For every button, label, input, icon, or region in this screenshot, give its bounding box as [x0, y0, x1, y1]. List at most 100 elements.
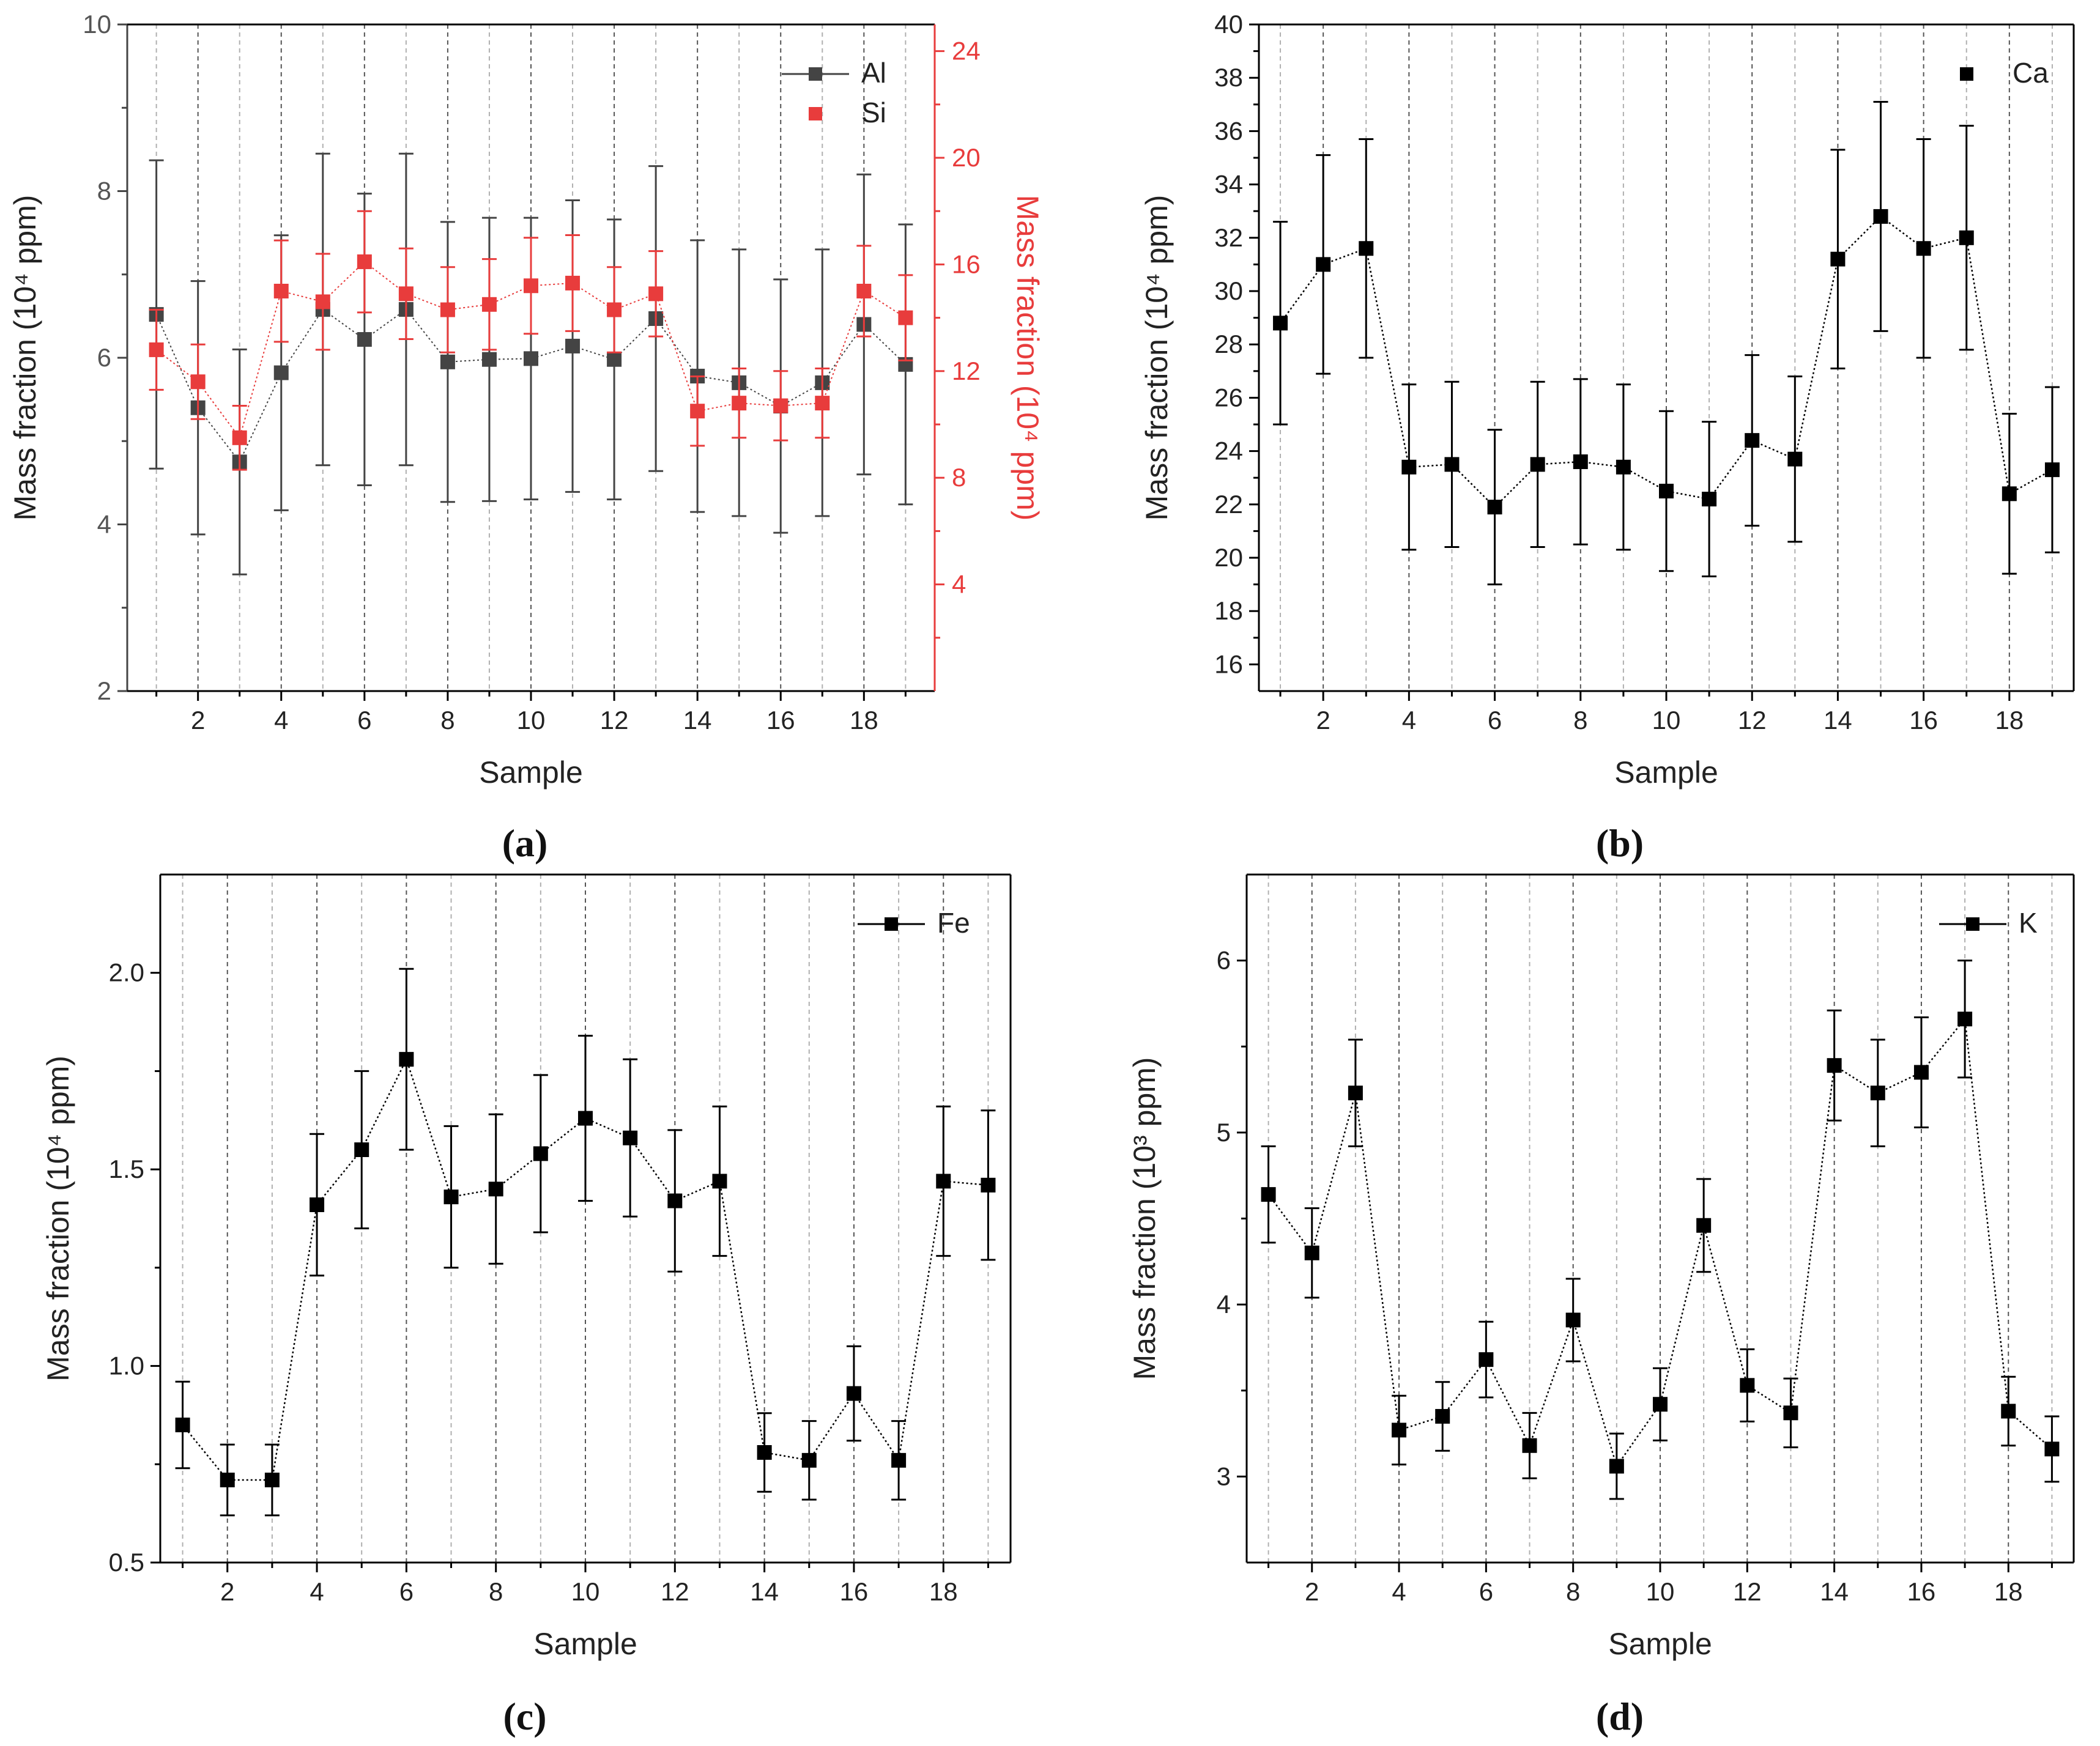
data-point [524, 351, 538, 366]
y-tick-label: 20 [1214, 543, 1243, 572]
legend-marker [1966, 917, 1979, 931]
data-point [440, 302, 455, 317]
data-point [1487, 500, 1502, 515]
data-point [898, 310, 913, 325]
x-tick-label: 16 [1907, 1577, 1936, 1606]
data-point [773, 398, 788, 413]
data-point [801, 1452, 817, 1468]
data-point [264, 1473, 280, 1487]
x-tick-label: 8 [489, 1577, 503, 1606]
x-tick-label: 18 [850, 706, 878, 734]
x-tick-label: 14 [683, 706, 712, 734]
data-point [1830, 251, 1846, 267]
x-tick-label: 14 [1824, 706, 1852, 734]
x-tick-label: 12 [600, 706, 629, 734]
data-point [757, 1445, 772, 1460]
y2-tick-label: 12 [952, 357, 981, 385]
y-tick-label: 4 [1217, 1290, 1231, 1319]
data-point [524, 278, 538, 294]
y-tick-label: 0.5 [109, 1548, 144, 1577]
chart-panel-a: 2 4 6 8 10 12 14 16 182468104812162024SampleMass… [8, 10, 1045, 865]
data-point [1616, 459, 1631, 475]
x-tick-label: 6 [1488, 706, 1502, 734]
y-axis-label: Mass fraction (10³ ppm) [1127, 1057, 1162, 1380]
x-tick-label: 2 [1305, 1577, 1319, 1606]
data-point [1573, 454, 1588, 470]
data-point [1696, 1218, 1712, 1233]
data-point [443, 1189, 459, 1205]
data-point [232, 430, 247, 445]
data-point [2044, 462, 2060, 478]
data-point [1435, 1408, 1450, 1424]
panel-label: (a) [502, 821, 548, 865]
x-tick-label: 4 [1402, 706, 1416, 734]
y-tick-label: 30 [1214, 276, 1243, 305]
chart-panel-c: 2 4 6 8 10 12 14 16 18 0.5 1.0 1.5 2.0 Sample Mass fra… [41, 873, 1012, 1738]
y-tick-label: 32 [1214, 223, 1243, 252]
data-point [354, 1142, 369, 1157]
data-point [667, 1193, 683, 1208]
data-point [815, 396, 830, 411]
y-tick-label: 10 [83, 10, 111, 39]
panel-label: (c) [503, 1695, 546, 1738]
data-point [190, 374, 206, 390]
data-point [648, 286, 664, 301]
y-tick-label: 6 [1217, 946, 1231, 975]
data-point [1401, 459, 1417, 475]
y2-tick-label: 8 [952, 463, 966, 492]
x-tick-label: 10 [517, 706, 546, 734]
legend-marker [809, 107, 822, 120]
data-point [1261, 1187, 1276, 1202]
x-tick-label: 8 [1566, 1577, 1580, 1606]
data-point [712, 1174, 727, 1189]
y-axis-label: Mass fraction (10⁴ ppm) [41, 1056, 75, 1382]
data-point [273, 365, 289, 380]
data-point [1702, 492, 1717, 507]
x-tick-label: 10 [1652, 706, 1681, 734]
x-tick-label: 2 [1316, 706, 1330, 734]
x-axis-label: Sample [533, 1627, 637, 1661]
x-tick-label: 4 [274, 706, 288, 734]
data-point [1273, 316, 1288, 331]
data-point [607, 302, 622, 317]
data-point [623, 1130, 638, 1145]
y-tick-label: 40 [1214, 10, 1243, 39]
legend-label: Fe [937, 907, 970, 939]
data-point [220, 1473, 235, 1487]
chart-panel-b: 2 4 6 8 10 12 14 16 1816182022242628303234363840… [1140, 10, 2075, 865]
data-point [1783, 1405, 1798, 1421]
y-axis-label: Mass fraction (10⁴ ppm) [1140, 195, 1174, 521]
data-point [1957, 1012, 1973, 1027]
x-tick-label: 6 [357, 706, 371, 734]
y-tick-label: 1.0 [109, 1352, 144, 1380]
data-point [357, 332, 372, 347]
data-point [1745, 433, 1760, 448]
x-tick-label: 4 [310, 1577, 324, 1606]
data-point [732, 396, 747, 411]
y2-tick-label: 20 [952, 143, 981, 172]
legend-label: Al [861, 57, 886, 89]
x-axis-label: Sample [1614, 755, 1718, 790]
x-tick-label: 4 [1392, 1577, 1406, 1606]
data-point [398, 286, 414, 301]
data-point [1827, 1058, 1842, 1073]
data-point [1392, 1422, 1407, 1438]
y-tick-label: 36 [1214, 116, 1243, 145]
x-tick-label: 2 [191, 706, 205, 734]
x-tick-label: 10 [1646, 1577, 1675, 1606]
data-point [1359, 241, 1374, 256]
x-tick-label: 14 [1820, 1577, 1849, 1606]
y-axis-label: Mass fraction (10⁴ ppm) [8, 195, 42, 521]
x-tick-label: 18 [929, 1577, 958, 1606]
y-tick-label: 26 [1214, 383, 1243, 412]
data-point [1653, 1397, 1668, 1412]
data-point [1873, 209, 1888, 224]
x-tick-label: 10 [571, 1577, 600, 1606]
x-tick-label: 6 [399, 1577, 414, 1606]
x-tick-label: 16 [1909, 706, 1938, 734]
chart-panel-d: 2 4 6 8 10 12 14 16 18 3 4 5 6 Sample Mass fraction (1… [1127, 873, 2075, 1738]
data-point [1444, 457, 1460, 472]
y-tick-label: 34 [1214, 170, 1243, 199]
y-tick-label: 6 [97, 343, 111, 372]
